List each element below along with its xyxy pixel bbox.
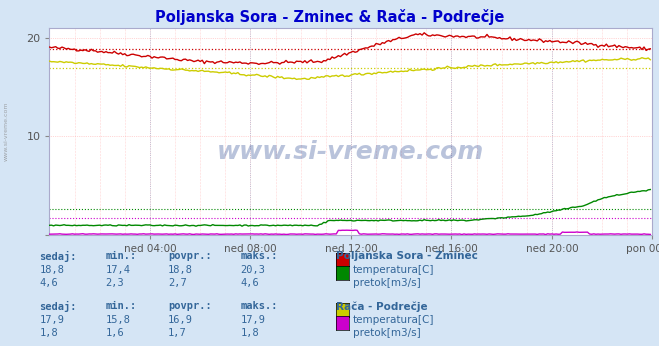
Text: 18,8: 18,8 (40, 265, 65, 275)
Text: 2,7: 2,7 (168, 278, 186, 288)
Text: maks.:: maks.: (241, 251, 278, 261)
Text: www.si-vreme.com: www.si-vreme.com (4, 102, 9, 161)
Text: temperatura[C]: temperatura[C] (353, 265, 434, 275)
Text: Rača - Podrečje: Rača - Podrečje (336, 301, 428, 311)
Text: 20,3: 20,3 (241, 265, 266, 275)
Text: 4,6: 4,6 (241, 278, 259, 288)
Text: povpr.:: povpr.: (168, 301, 212, 311)
Text: sedaj:: sedaj: (40, 301, 77, 312)
Text: Poljanska Sora - Zminec: Poljanska Sora - Zminec (336, 251, 478, 261)
Text: 2,3: 2,3 (105, 278, 124, 288)
Text: sedaj:: sedaj: (40, 251, 77, 262)
Text: 17,9: 17,9 (40, 315, 65, 325)
Text: 1,7: 1,7 (168, 328, 186, 338)
Text: www.si-vreme.com: www.si-vreme.com (217, 140, 484, 164)
Text: pretok[m3/s]: pretok[m3/s] (353, 328, 420, 338)
Text: min.:: min.: (105, 301, 136, 311)
Text: pretok[m3/s]: pretok[m3/s] (353, 278, 420, 288)
Text: 17,4: 17,4 (105, 265, 130, 275)
Text: min.:: min.: (105, 251, 136, 261)
Text: 15,8: 15,8 (105, 315, 130, 325)
Text: 1,8: 1,8 (241, 328, 259, 338)
Text: 4,6: 4,6 (40, 278, 58, 288)
Text: 1,8: 1,8 (40, 328, 58, 338)
Text: Poljanska Sora - Zminec & Rača - Podrečje: Poljanska Sora - Zminec & Rača - Podrečj… (155, 9, 504, 25)
Text: povpr.:: povpr.: (168, 251, 212, 261)
Text: 17,9: 17,9 (241, 315, 266, 325)
Text: 18,8: 18,8 (168, 265, 193, 275)
Text: temperatura[C]: temperatura[C] (353, 315, 434, 325)
Text: 1,6: 1,6 (105, 328, 124, 338)
Text: maks.:: maks.: (241, 301, 278, 311)
Text: 16,9: 16,9 (168, 315, 193, 325)
